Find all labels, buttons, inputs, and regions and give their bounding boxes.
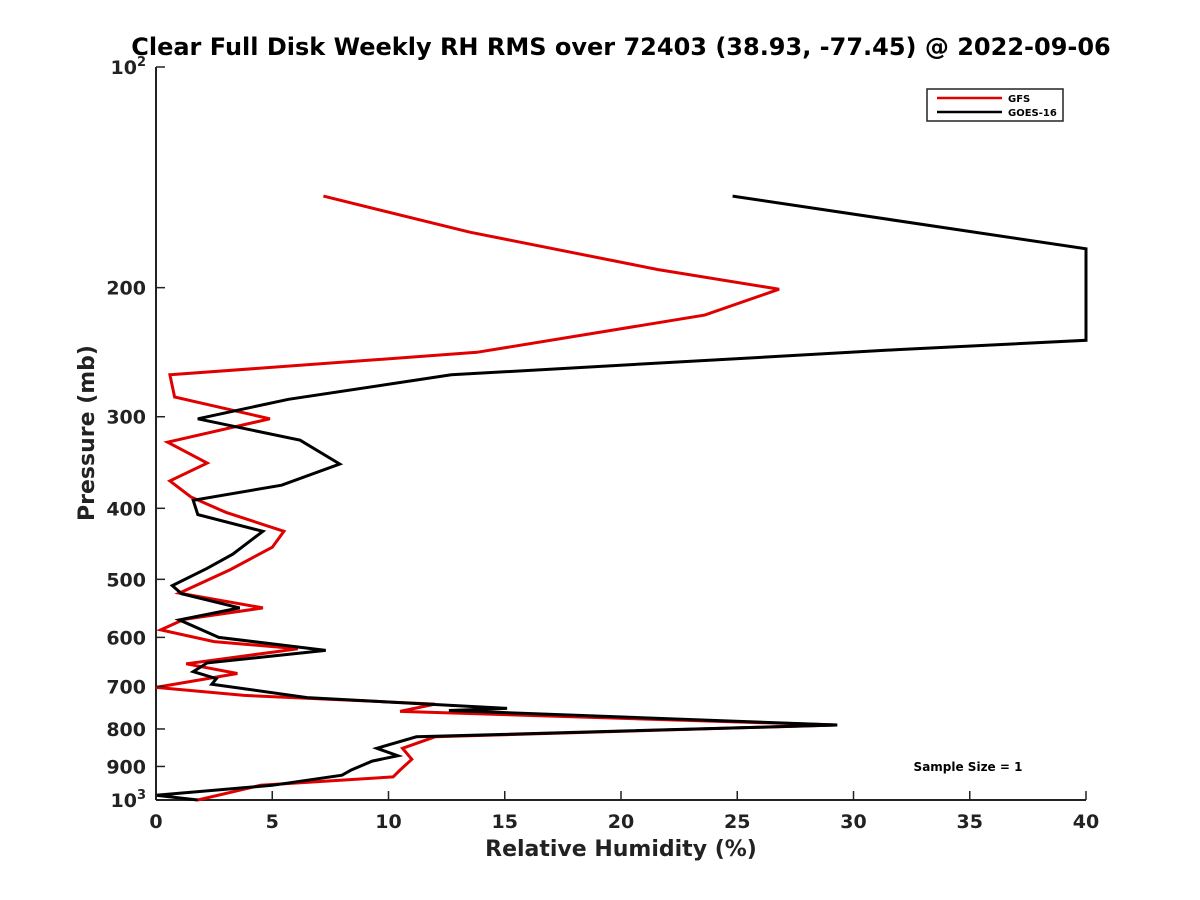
x-tick-label: 35	[957, 811, 983, 833]
y-tick-label: 700	[106, 676, 146, 698]
x-tick-label: 25	[724, 811, 750, 833]
x-axis-label: Relative Humidity (%)	[485, 837, 757, 862]
y-tick-label: 600	[106, 627, 146, 649]
x-tick-label: 20	[608, 811, 634, 833]
x-tick-label: 0	[149, 811, 162, 833]
x-tick-label: 40	[1073, 811, 1099, 833]
y-tick-label: 300	[106, 407, 146, 429]
x-tick-label: 5	[266, 811, 279, 833]
y-tick-label-top: 102	[111, 55, 147, 79]
legend-box	[926, 88, 1064, 122]
legend-label-goes16: GOES-16	[1008, 108, 1057, 119]
chart-title: Clear Full Disk Weekly RH RMS over 72403…	[131, 33, 1111, 61]
y-tick-label: 900	[106, 756, 146, 778]
y-tick-label: 200	[106, 278, 146, 300]
y-tick-label: 800	[106, 719, 146, 741]
series-line-goes16	[155, 194, 1088, 802]
series-layer	[155, 194, 1088, 802]
legend: GFS GOES-16	[926, 88, 1064, 122]
ticks-layer: 0 5 10 15 20 25 30 35 40 200 300 400 500 600 700 800 900…	[106, 55, 1099, 833]
y-axis-label: Pressure (mb)	[75, 345, 100, 521]
legend-label-gfs: GFS	[1008, 94, 1030, 105]
x-tick-label: 10	[375, 811, 401, 833]
y-tick-label-bottom: 103	[111, 788, 147, 812]
plot-area	[155, 67, 1086, 801]
y-tick-label: 400	[106, 498, 146, 520]
y-tick-label: 500	[106, 569, 146, 591]
sample-size-annotation: Sample Size = 1	[914, 760, 1023, 774]
x-tick-label: 30	[840, 811, 866, 833]
x-tick-label: 15	[492, 811, 518, 833]
